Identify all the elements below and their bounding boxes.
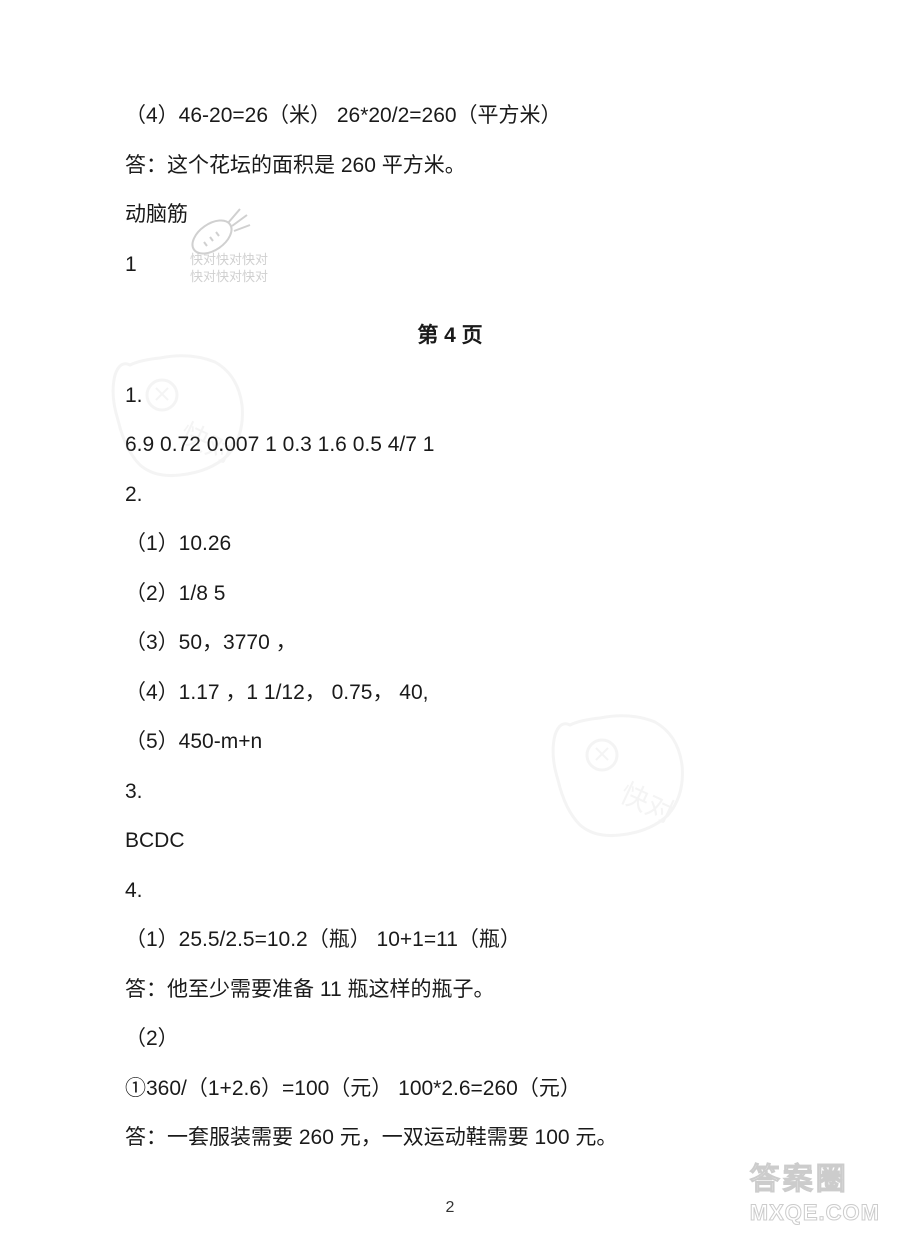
paragraph-line: （1）10.26 <box>125 528 775 560</box>
paragraph-line: （2） <box>125 1023 775 1055</box>
paragraph-line: （4）46-20=26（米） 26*20/2=260（平方米） <box>125 100 775 132</box>
paragraph-line: 4. <box>125 875 775 907</box>
paragraph-line: BCDC <box>125 825 775 857</box>
page-heading: 第 4 页 <box>125 320 775 352</box>
paragraph-line: 1 <box>125 249 775 281</box>
paragraph-line: 答：他至少需要准备 11 瓶这样的瓶子。 <box>125 974 775 1006</box>
paragraph-line: 3. <box>125 776 775 808</box>
watermark-stamp-icon: 快对 <box>100 340 260 490</box>
page-number: 2 <box>0 1196 900 1220</box>
paragraph-line: 6.9 0.72 0.007 1 0.3 1.6 0.5 4/7 1 <box>125 429 775 461</box>
paragraph-line: 答：一套服装需要 260 元，一双运动鞋需要 100 元。 <box>125 1122 775 1154</box>
paragraph-line: （4）1.17 ，1 1/12， 0.75， 40, <box>125 677 775 709</box>
paragraph-line: （2）1/8 5 <box>125 578 775 610</box>
paragraph-line: 2. <box>125 479 775 511</box>
section-heading: 动脑筋 <box>125 199 775 231</box>
paragraph-line: 答：这个花坛的面积是 260 平方米。 <box>125 150 775 182</box>
paragraph-line: （5）450-m+n <box>125 726 775 758</box>
paragraph-line: （1）25.5/2.5=10.2（瓶） 10+1=11（瓶） <box>125 924 775 956</box>
paragraph-line: ①360/（1+2.6）=100（元） 100*2.6=260（元） <box>125 1073 775 1105</box>
paragraph-line: 1. <box>125 380 775 412</box>
corner-logo-top: 答案圈 <box>750 1160 880 1199</box>
paragraph-line: （3）50，3770 ， <box>125 627 775 659</box>
